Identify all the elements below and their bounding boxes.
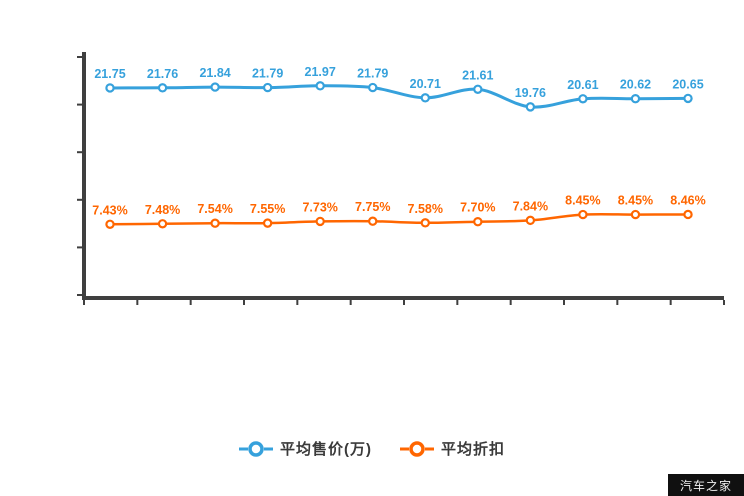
data-point <box>105 219 115 229</box>
data-point <box>630 209 641 220</box>
data-point <box>525 215 536 226</box>
data-point <box>420 93 430 103</box>
data-label: 7.55% <box>250 202 285 216</box>
data-label: 21.75 <box>94 67 125 81</box>
data-label: 20.62 <box>620 78 651 92</box>
data-label: 19.76 <box>515 86 546 100</box>
data-label: 7.54% <box>197 202 232 216</box>
data-point <box>578 209 588 220</box>
data-point <box>105 83 115 93</box>
data-point <box>473 216 483 227</box>
data-label: 8.45% <box>565 194 600 208</box>
watermark-text: 汽车之家 <box>679 478 732 493</box>
data-point <box>630 93 641 104</box>
data-point <box>262 82 273 93</box>
data-point <box>578 94 588 104</box>
data-point <box>210 218 220 228</box>
data-point <box>368 82 378 93</box>
data-label: 20.65 <box>672 77 703 91</box>
data-label: 21.84 <box>199 66 230 80</box>
data-point <box>368 216 378 226</box>
data-label: 8.46% <box>670 193 705 207</box>
data-label: 21.76 <box>147 67 178 81</box>
data-point <box>157 83 168 93</box>
data-point <box>420 218 430 228</box>
data-label: 7.75% <box>355 200 390 214</box>
legend-label-series2: 平均折扣 <box>440 441 505 458</box>
data-label: 21.79 <box>357 67 388 81</box>
data-label: 20.61 <box>567 78 598 92</box>
legend-item-series2[interactable]: 平均折扣 <box>399 438 505 459</box>
data-label: 21.79 <box>252 67 283 81</box>
data-point <box>525 102 536 112</box>
line-marker-icon <box>238 440 273 457</box>
data-point <box>315 81 325 91</box>
data-label: 21.97 <box>305 65 336 79</box>
data-point <box>315 216 325 227</box>
data-label: 21.61 <box>462 68 493 82</box>
data-point <box>473 84 483 94</box>
data-point <box>262 218 273 228</box>
data-label: 7.48% <box>145 203 180 217</box>
data-label: 7.84% <box>513 199 548 213</box>
chart-legend: 平均售价(万) 平均折扣 <box>0 438 744 459</box>
data-label: 7.58% <box>408 202 443 216</box>
data-label: 20.71 <box>410 77 441 91</box>
data-label: 7.73% <box>302 200 337 214</box>
data-point <box>210 82 220 92</box>
legend-item-series1[interactable]: 平均售价(万) <box>238 438 372 459</box>
data-point <box>683 209 693 220</box>
data-point <box>683 93 693 104</box>
watermark-badge: 汽车之家 <box>668 474 744 496</box>
data-point <box>157 219 168 229</box>
data-label: 7.70% <box>460 201 495 215</box>
legend-label-series1: 平均售价(万) <box>279 441 372 458</box>
series-line-1 <box>109 84 689 109</box>
data-label: 7.43% <box>92 203 127 217</box>
line-marker-icon <box>399 440 434 457</box>
data-label: 8.45% <box>618 194 653 208</box>
